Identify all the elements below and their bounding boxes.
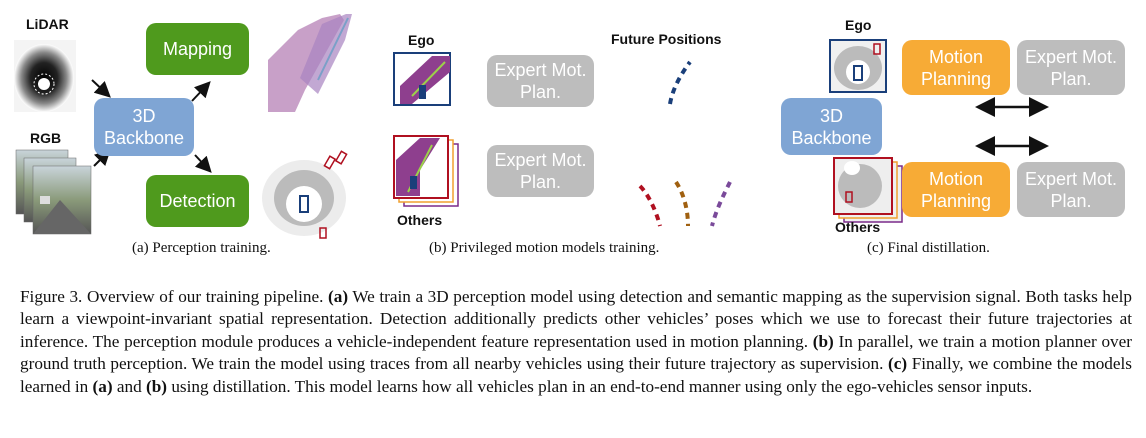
- caption-marker-a: (a): [328, 287, 349, 306]
- rgb-label: RGB: [30, 130, 62, 146]
- expert-box-b-top: Expert Mot. Plan.: [487, 55, 594, 107]
- lidar-image: [14, 40, 76, 112]
- caption-marker-c: (c): [888, 354, 908, 374]
- subcaption-c: (c) Final distillation.: [867, 240, 990, 256]
- caption-text-4: Finally, we combine the models learned i…: [20, 354, 1132, 396]
- lidar-label: LiDAR: [26, 16, 69, 32]
- caption-text-6: using distillation. This model learns ho…: [167, 376, 1033, 396]
- caption-text-2: We train a 3D perception model using det…: [20, 287, 1132, 351]
- backbone-box-a: 3D Backbone: [94, 98, 194, 156]
- caption-marker-b: (b): [812, 331, 834, 351]
- figure-artwork: [14, 14, 1049, 239]
- subcaption-a: (a) Perception training.: [132, 240, 271, 256]
- figure-caption: Figure 3. Overview of our training pipel…: [20, 286, 1132, 398]
- ego-label-c: Ego: [845, 17, 872, 33]
- mapping-box: Mapping: [146, 23, 249, 75]
- backbone-box-c: 3D Backbone: [781, 98, 882, 155]
- rgb-images: [15, 149, 92, 235]
- ego-topdown-b: [393, 52, 451, 106]
- caption-figure-label: Figure 3.: [20, 287, 83, 306]
- others-label-b: Others: [397, 212, 443, 228]
- others-lidar-c: [833, 157, 903, 223]
- caption-text-1: Overview of our training pipeline.: [82, 287, 328, 306]
- expert-box-c-bottom: Expert Mot. Plan.: [1017, 162, 1125, 217]
- expert-box-c-top: Expert Mot. Plan.: [1017, 40, 1125, 95]
- others-topdown-b: [393, 135, 459, 207]
- map-image: [268, 14, 352, 112]
- motion-planning-box-top: Motion Planning: [902, 40, 1010, 95]
- future-positions-label: Future Positions: [611, 31, 722, 47]
- caption-ref-b: (b): [146, 376, 168, 396]
- ego-lidar-c: [829, 39, 887, 93]
- detection-box: Detection: [146, 175, 249, 227]
- others-label-c: Others: [835, 219, 881, 235]
- ego-label-b: Ego: [408, 32, 435, 48]
- motion-planning-box-bottom: Motion Planning: [902, 162, 1010, 217]
- expert-box-b-bottom: Expert Mot. Plan.: [487, 145, 594, 197]
- caption-ref-a: (a): [92, 376, 113, 396]
- subcaption-b: (b) Privileged motion models training.: [429, 240, 660, 256]
- future-trajectory-ego: [668, 60, 692, 105]
- figure: LiDAR RGB 3D Backbone Mapping Detection …: [14, 14, 1125, 256]
- detection-image: [262, 150, 348, 239]
- caption-text-5: and: [112, 376, 147, 396]
- caption-text-3: In parallel, we train a motion planner o…: [20, 331, 1132, 374]
- future-trajectories-others: [638, 180, 732, 227]
